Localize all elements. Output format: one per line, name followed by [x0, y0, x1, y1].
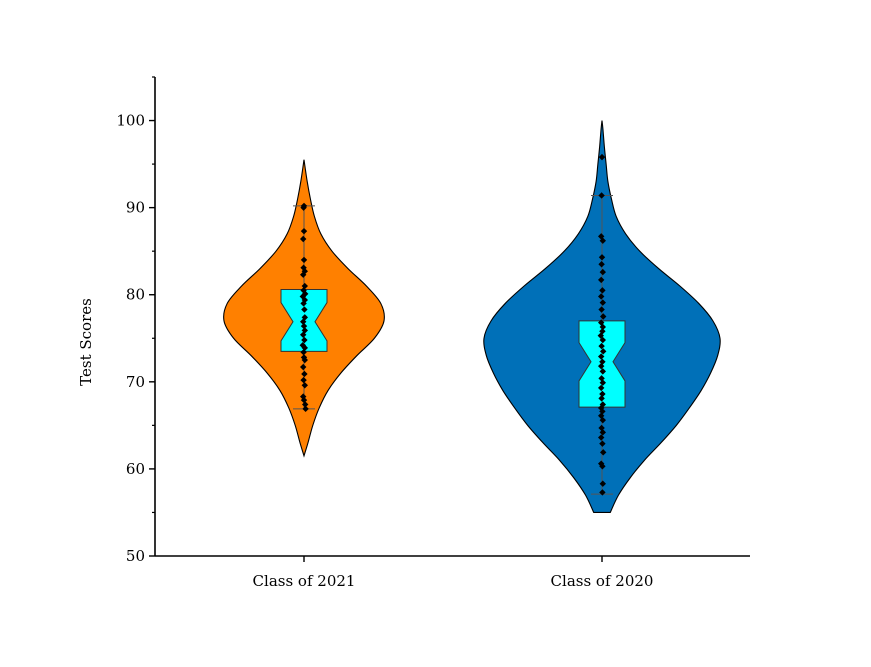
y-tick-label: 80: [126, 286, 145, 304]
y-tick-label: 50: [126, 547, 145, 565]
x-tick-label: Class of 2021: [253, 572, 356, 590]
y-tick-label: 90: [126, 199, 145, 217]
category-labels: Class of 2021 Class of 2020: [253, 572, 654, 590]
y-tick-label: 60: [126, 460, 145, 478]
x-tick-label: Class of 2020: [551, 572, 654, 590]
y-tick-label: 100: [116, 112, 145, 130]
y-axis-label: Test Scores: [77, 298, 95, 386]
y-tick-label: 70: [126, 373, 145, 391]
